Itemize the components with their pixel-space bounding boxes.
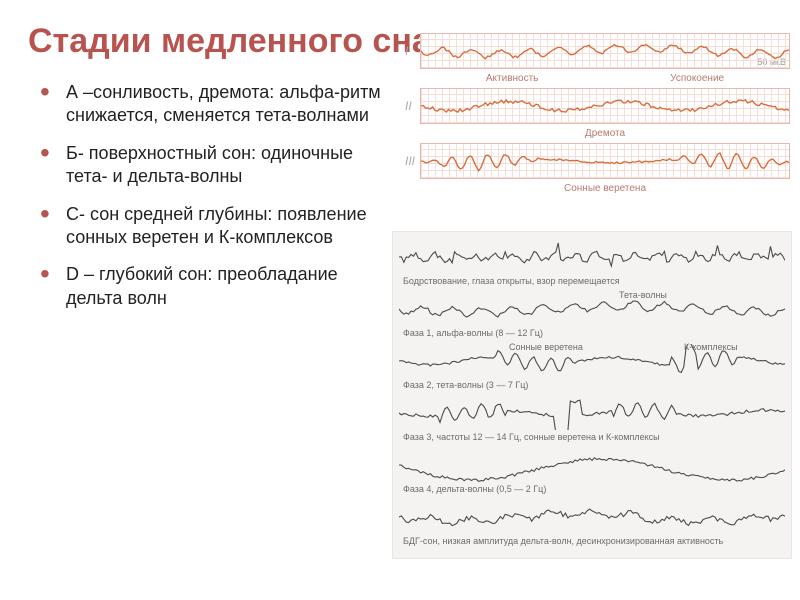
- eeg-bottom-trace: Сонные веретена К-комплексы: [399, 344, 785, 378]
- eeg-top-label: Дремота: [585, 128, 625, 139]
- eeg-bottom-panel: Бодрствование, глаза открыты, взор перем…: [392, 231, 792, 559]
- bullet-list: А –сонливость, дремота: альфа-ритм снижа…: [40, 81, 400, 324]
- content-row: А –сонливость, дремота: альфа-ритм снижа…: [0, 61, 800, 324]
- eeg-bottom-trace: [399, 448, 785, 482]
- eeg-top-label-row: Сонные веретена: [420, 183, 790, 194]
- figures-column: 50 мкВ IАктивностьУспокоениеIIДремотаIII…: [400, 81, 790, 324]
- eeg-overlay-label: Сонные веретена: [509, 342, 583, 352]
- eeg-bottom-caption: Бодрствование, глаза открыты, взор перем…: [403, 276, 785, 286]
- eeg-top-label: Успокоение: [670, 73, 724, 84]
- eeg-top-label: Сонные веретена: [564, 183, 646, 194]
- bullet-item: D – глубокий сон: преобладание дельта во…: [40, 263, 390, 310]
- eeg-overlay-label: К-комплексы: [684, 342, 738, 352]
- eeg-top-trace: II: [420, 88, 790, 124]
- roman-numeral: I: [405, 44, 408, 58]
- eeg-top-label-row: Активность Успокоение: [420, 73, 790, 84]
- eeg-bottom-trace: [399, 240, 785, 274]
- eeg-bottom-caption: Фаза 3, частоты 12 — 14 Гц, сонные верет…: [403, 432, 785, 442]
- roman-numeral: II: [405, 99, 412, 113]
- eeg-top-label-row: Дремота: [420, 128, 790, 139]
- eeg-bottom-caption: БДГ-сон, низкая амплитуда дельта-волн, д…: [403, 536, 785, 546]
- eeg-overlay-label: Тета-волны: [619, 290, 667, 300]
- bullet-item: Б- поверхностный сон: одиночные тета- и …: [40, 142, 390, 189]
- eeg-bottom-caption: Фаза 4, дельта-волны (0,5 — 2 Гц): [403, 484, 785, 494]
- eeg-bottom-trace: [399, 396, 785, 430]
- eeg-top-trace: III: [420, 143, 790, 179]
- bullet-item: С- сон средней глубины: появление сонных…: [40, 203, 390, 250]
- eeg-bottom-trace: [399, 500, 785, 534]
- eeg-bottom-caption: Фаза 2, тета-волны (3 — 7 Гц): [403, 380, 785, 390]
- eeg-top-trace: I: [420, 33, 790, 69]
- roman-numeral: III: [405, 154, 415, 168]
- eeg-top-panel: 50 мкВ IАктивностьУспокоениеIIДремотаIII…: [420, 33, 790, 198]
- eeg-bottom-trace: Тета-волны: [399, 292, 785, 326]
- bullet-item: А –сонливость, дремота: альфа-ритм снижа…: [40, 81, 390, 128]
- eeg-bottom-caption: Фаза 1, альфа-волны (8 — 12 Гц): [403, 328, 785, 338]
- eeg-top-label: Активность: [486, 73, 539, 84]
